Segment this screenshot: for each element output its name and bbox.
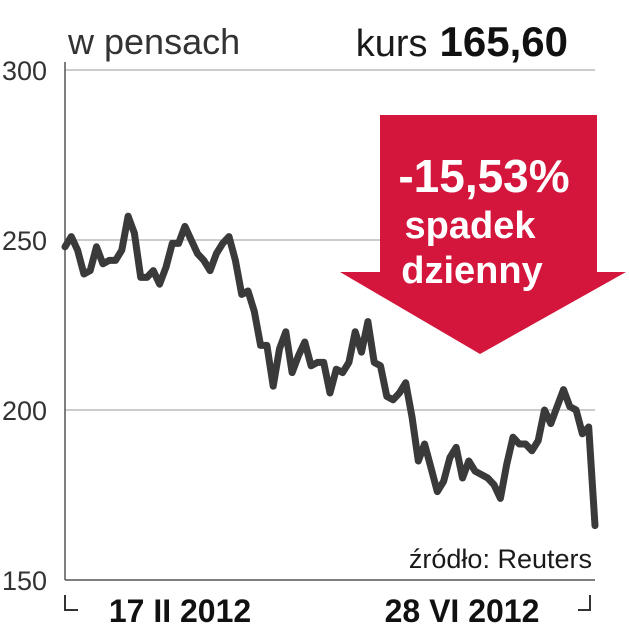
source-label: źródło: Reuters	[409, 544, 592, 574]
price-line	[61, 212, 599, 530]
change-percent: -15,53%	[398, 150, 569, 202]
price-label: kurs	[356, 23, 428, 65]
badge-line2: dzienny	[401, 250, 542, 292]
y-tick-200: 200	[2, 396, 47, 426]
badge-line1: spadek	[405, 205, 537, 247]
change-badge: -15,53% spadek dzienny	[340, 115, 626, 354]
y-tick-300: 300	[2, 56, 47, 86]
x-axis-bracket	[64, 595, 591, 611]
y-tick-labels: 300 250 200 150	[2, 56, 47, 596]
price-header: kurs 165,60	[356, 18, 568, 65]
price-value: 165,60	[440, 18, 568, 65]
y-tick-150: 150	[2, 566, 47, 596]
x-tick-1: 28 VI 2012	[385, 593, 540, 629]
unit-label: w pensach	[67, 21, 240, 62]
down-arrow-icon	[340, 115, 626, 354]
x-tick-0: 17 II 2012	[109, 593, 251, 629]
x-tick-labels: 17 II 2012 28 VI 2012	[109, 593, 540, 629]
y-tick-250: 250	[2, 226, 47, 256]
